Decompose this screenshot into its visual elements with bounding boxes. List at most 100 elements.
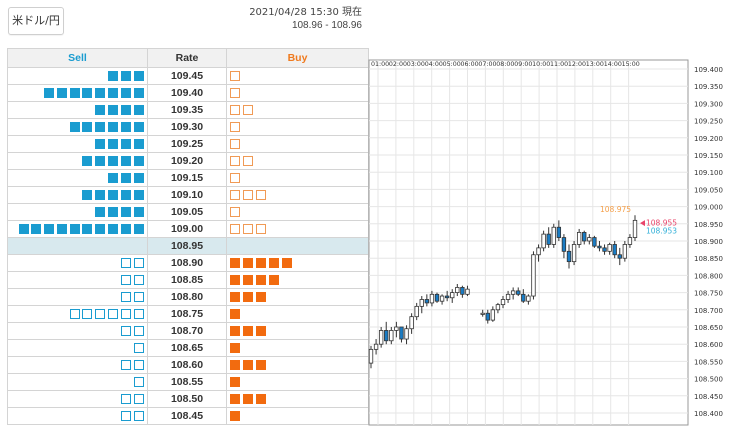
candle-body [439, 295, 445, 302]
x-tick-label: 10:00 [532, 61, 550, 68]
sell-filled-block [120, 139, 131, 150]
buy-filled-block [243, 292, 254, 303]
candle-body [460, 287, 465, 295]
sell-filled-block [82, 190, 93, 201]
buy-column-header: Buy [226, 48, 369, 68]
bid-price-label: 108.953 [646, 227, 677, 236]
sell-volume-cell [7, 254, 148, 272]
y-tick-label: 108.650 [694, 324, 723, 332]
sell-empty-block [133, 360, 144, 371]
sell-volume-cell [7, 271, 148, 289]
candle-body [510, 290, 516, 295]
sell-filled-block [108, 156, 119, 167]
rate-cell: 108.65 [147, 339, 227, 357]
sell-filled-block [108, 139, 119, 150]
sell-filled-block [120, 88, 131, 99]
candle-body [480, 312, 485, 315]
price-chart: 109.400 109.350 109.300 109.250 109.200 109.1… [368, 48, 738, 426]
y-tick-label: 109.200 [694, 135, 723, 143]
sell-filled-block [31, 224, 42, 235]
buy-filled-block [243, 360, 254, 371]
buy-empty-block [230, 207, 241, 218]
buy-filled-block [243, 275, 254, 286]
sell-filled-block [44, 224, 55, 235]
currency-pair-selector[interactable]: 米ドル/円 [8, 7, 64, 35]
chart-plot-area [368, 59, 689, 426]
candle-body [378, 330, 384, 345]
sell-filled-block [120, 105, 131, 116]
sell-volume-cell [7, 118, 148, 136]
buy-filled-block [230, 309, 241, 320]
buy-volume-cell [226, 254, 369, 272]
sell-empty-block [133, 343, 144, 354]
buy-volume-cell [226, 203, 369, 221]
candle-body [389, 330, 394, 342]
sell-empty-block [120, 411, 131, 422]
rate-cell: 109.05 [147, 203, 227, 221]
x-tick-label: 06:00 [461, 61, 479, 68]
buy-volume-cell [226, 288, 369, 306]
rate-cell: 109.40 [147, 84, 227, 102]
buy-empty-block [230, 122, 241, 133]
sell-volume-cell [7, 203, 148, 221]
rate-cell: 108.95 [147, 237, 227, 255]
y-tick-label: 108.700 [694, 307, 723, 315]
candle-body [607, 244, 612, 252]
candle-body [526, 295, 531, 302]
rate-cell: 109.30 [147, 118, 227, 136]
candle-body [455, 287, 460, 294]
order-book-row: 109.05 [7, 203, 369, 221]
sell-volume-cell [7, 390, 148, 408]
sell-filled-block [56, 224, 67, 235]
candle-body [450, 292, 455, 299]
buy-empty-block [230, 88, 241, 99]
order-book-row: 108.60 [7, 356, 369, 374]
ask-price-label: 108.955 [646, 219, 677, 228]
x-tick-label: 05:00 [443, 61, 461, 68]
y-tick-label: 108.950 [694, 221, 723, 229]
sell-filled-block [120, 190, 131, 201]
rate-cell: 108.45 [147, 407, 227, 425]
candle-body [531, 254, 536, 297]
sell-empty-block [95, 309, 106, 320]
candle-body [632, 219, 638, 238]
x-tick-label: 08:00 [496, 61, 514, 68]
buy-filled-block [243, 258, 254, 269]
sell-filled-block [120, 207, 131, 218]
rate-cell: 109.25 [147, 135, 227, 153]
buy-filled-block [255, 292, 266, 303]
buy-filled-block [243, 326, 254, 337]
candle-body [617, 254, 622, 259]
sell-empty-block [133, 377, 144, 388]
order-book-row: 109.20 [7, 152, 369, 170]
y-tick-label: 109.100 [694, 169, 723, 177]
candle-body [536, 247, 541, 256]
candle-body [444, 295, 450, 299]
order-book-body: 109.45 109.40 109.35 109.30 109.25 109.20 109.… [7, 67, 369, 425]
order-book-row: 109.40 [7, 84, 369, 102]
buy-filled-block [230, 292, 241, 303]
x-tick-label: 15:00 [622, 61, 640, 68]
sell-empty-block [133, 411, 144, 422]
x-tick-label: 02:00 [389, 61, 407, 68]
buy-filled-block [230, 360, 241, 371]
sell-filled-block [108, 88, 119, 99]
rate-cell: 109.35 [147, 101, 227, 119]
sell-volume-cell [7, 356, 148, 374]
sell-filled-block [120, 122, 131, 133]
sell-filled-block [108, 173, 119, 184]
x-tick-label: 07:00 [478, 61, 496, 68]
order-book-row: 108.75 [7, 305, 369, 323]
sell-volume-cell [7, 84, 148, 102]
sell-empty-block [133, 292, 144, 303]
y-tick-label: 108.450 [694, 393, 723, 401]
buy-filled-block [230, 377, 241, 388]
sell-empty-block [69, 309, 80, 320]
y-tick-label: 109.400 [694, 66, 723, 74]
x-tick-label: 11:00 [550, 61, 568, 68]
y-tick-label: 108.500 [694, 376, 723, 384]
candle-body [597, 245, 602, 249]
sell-empty-block [120, 326, 131, 337]
candle-body [516, 290, 521, 295]
order-book-row: 108.70 [7, 322, 369, 340]
